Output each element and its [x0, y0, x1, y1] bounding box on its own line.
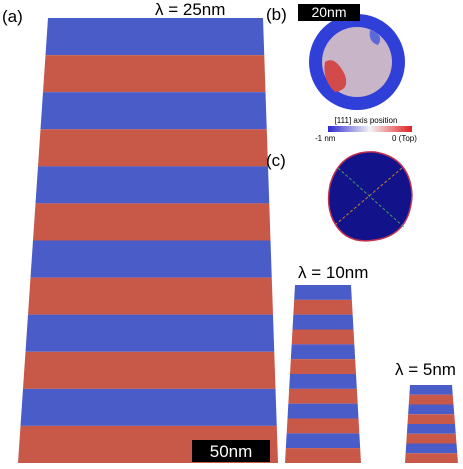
layer — [38, 129, 268, 167]
layer — [405, 453, 458, 463]
layer — [43, 55, 266, 93]
layer — [35, 166, 270, 204]
wavelength-label: λ = 5nm — [395, 360, 456, 379]
layer — [405, 443, 458, 454]
layer — [23, 351, 276, 389]
pillars — [18, 18, 458, 463]
layer — [290, 344, 356, 360]
layer — [288, 388, 358, 404]
panel-label: (b) — [266, 5, 287, 24]
colorbar-max: 0 (Top) — [392, 134, 417, 143]
scale-bar-label: 50nm — [210, 442, 253, 461]
panel-label: (a) — [2, 7, 23, 26]
red-region — [324, 60, 347, 92]
wavelength-label: λ = 25nm — [155, 0, 225, 19]
blue-region — [369, 30, 381, 45]
layer — [294, 285, 352, 300]
layer — [30, 240, 272, 278]
scale-bar-label: 20nm — [311, 4, 346, 20]
layer — [409, 385, 453, 395]
layer — [406, 424, 456, 434]
colorbar-min: -1 nm — [315, 134, 336, 143]
layer — [285, 448, 361, 463]
layer — [28, 277, 273, 315]
layer — [286, 418, 360, 434]
layer — [285, 433, 361, 449]
layer — [293, 299, 353, 315]
layer — [407, 414, 455, 424]
layer — [291, 329, 355, 345]
layer — [406, 433, 457, 444]
scale-bar — [192, 440, 270, 462]
layer — [292, 314, 354, 330]
layer — [408, 394, 454, 405]
layer — [45, 18, 265, 56]
layer — [408, 404, 455, 415]
colorbar-title: [111] axis position — [335, 116, 398, 125]
layer — [290, 359, 356, 374]
layer — [287, 403, 359, 419]
layer — [289, 374, 357, 389]
wavelength-label: λ = 10nm — [298, 263, 368, 282]
panel-label: (c) — [266, 151, 286, 170]
scale-bar — [298, 4, 360, 21]
layer — [40, 92, 267, 130]
layer — [25, 314, 275, 352]
layer — [20, 388, 277, 426]
colorbar — [328, 126, 412, 132]
layer — [33, 203, 271, 241]
